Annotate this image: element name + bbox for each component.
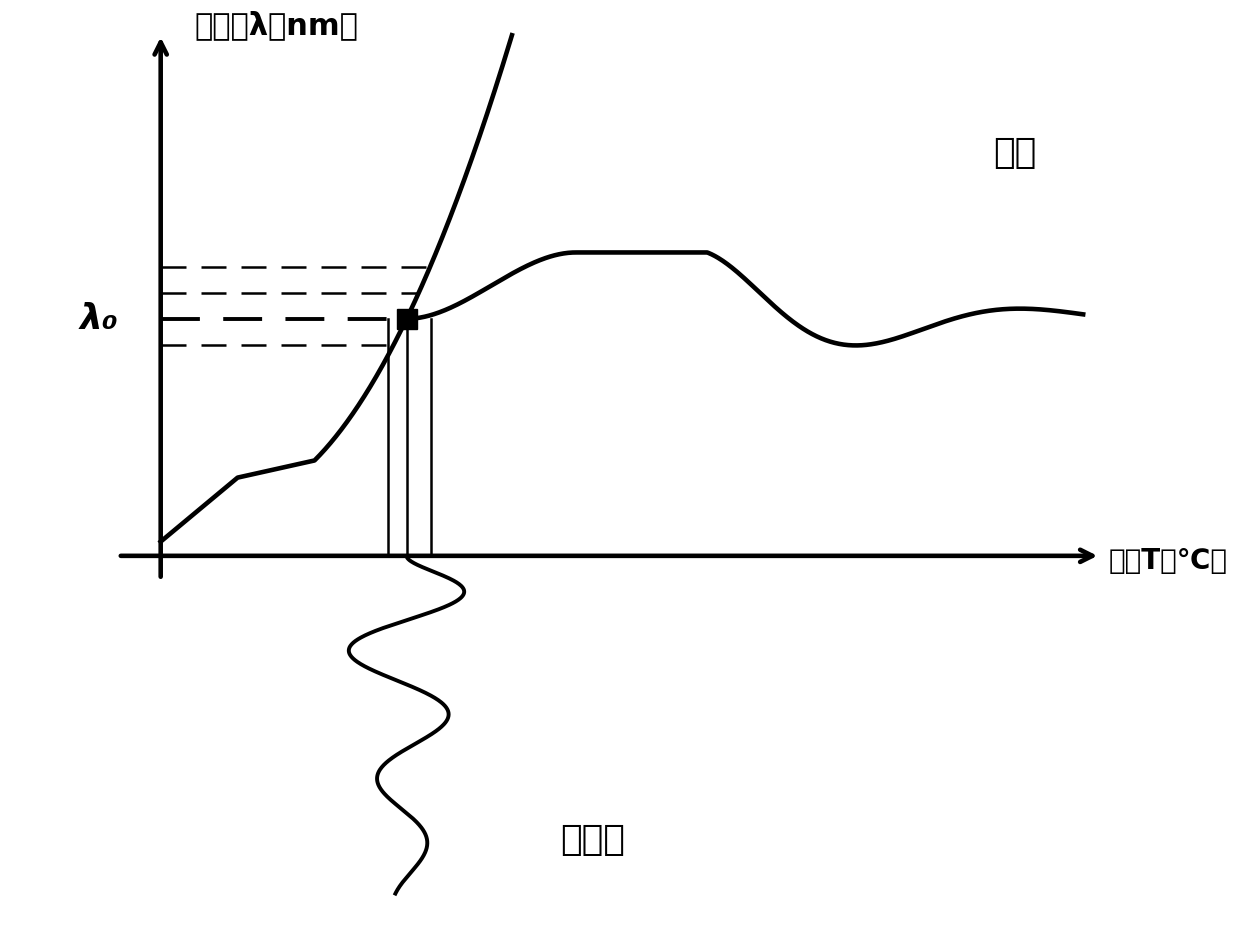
- Text: 光波长: 光波长: [560, 823, 625, 857]
- Text: 温度: 温度: [993, 136, 1037, 170]
- Text: 光波长λ（nm）: 光波长λ（nm）: [195, 10, 358, 40]
- Text: λ₀: λ₀: [79, 301, 118, 336]
- Text: 温度T（℃）: 温度T（℃）: [1109, 546, 1228, 575]
